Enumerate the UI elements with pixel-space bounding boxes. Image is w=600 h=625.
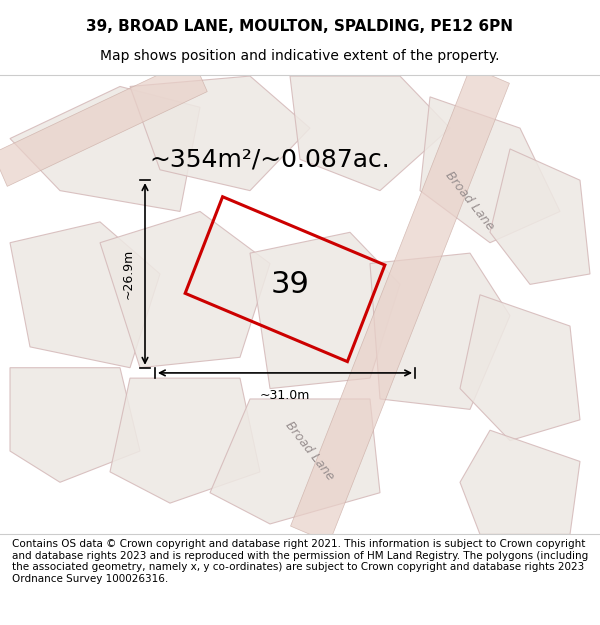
Text: ~354m²/~0.087ac.: ~354m²/~0.087ac. — [149, 148, 391, 171]
Text: Broad Lane: Broad Lane — [283, 419, 337, 483]
Polygon shape — [10, 222, 160, 368]
Polygon shape — [460, 295, 580, 441]
Polygon shape — [10, 368, 140, 482]
Polygon shape — [290, 67, 509, 542]
Polygon shape — [490, 149, 590, 284]
Polygon shape — [420, 97, 560, 242]
Text: 39, BROAD LANE, MOULTON, SPALDING, PE12 6PN: 39, BROAD LANE, MOULTON, SPALDING, PE12 … — [86, 19, 514, 34]
Text: 39: 39 — [271, 270, 310, 299]
Polygon shape — [130, 76, 310, 191]
Polygon shape — [110, 378, 260, 503]
Polygon shape — [290, 76, 450, 191]
Polygon shape — [10, 86, 200, 211]
Polygon shape — [250, 232, 400, 389]
Polygon shape — [0, 58, 207, 186]
Text: ~31.0m: ~31.0m — [260, 389, 310, 401]
Polygon shape — [210, 399, 380, 524]
Text: ~26.9m: ~26.9m — [122, 249, 135, 299]
Polygon shape — [370, 253, 510, 409]
Polygon shape — [460, 430, 580, 534]
Text: Contains OS data © Crown copyright and database right 2021. This information is : Contains OS data © Crown copyright and d… — [12, 539, 588, 584]
Polygon shape — [100, 211, 270, 368]
Text: Map shows position and indicative extent of the property.: Map shows position and indicative extent… — [100, 49, 500, 62]
Text: Broad Lane: Broad Lane — [443, 169, 497, 233]
